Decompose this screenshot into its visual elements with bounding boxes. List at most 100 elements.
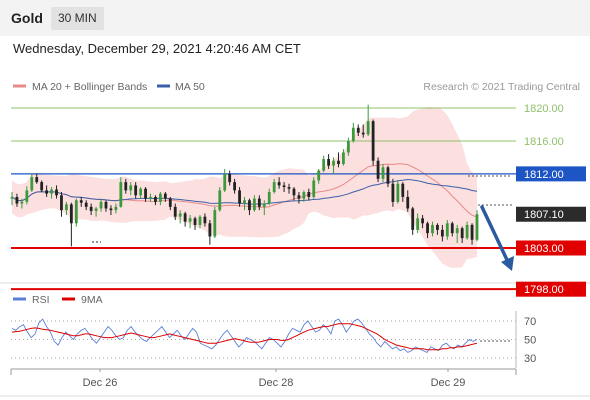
candle-body (198, 216, 202, 225)
level-tag-5 (516, 281, 586, 297)
level-label-3: 1807.10 (524, 209, 564, 221)
candle-body (15, 196, 19, 204)
candle-body (203, 216, 207, 224)
candle-body (65, 204, 68, 211)
candle-body (193, 218, 197, 225)
candle-body (178, 213, 182, 217)
candle-body (20, 201, 24, 204)
instrument-name: Gold (11, 10, 43, 26)
candle-body (168, 198, 172, 207)
candle-body (40, 182, 44, 191)
price-legend: MA 20 + Bollinger Bands MA 50 (13, 81, 205, 93)
candle-body (10, 196, 14, 199)
candle-body (25, 190, 29, 202)
candle-body (391, 183, 395, 202)
candle-body (371, 121, 375, 161)
candle-body (406, 196, 410, 209)
candle-body (134, 185, 138, 196)
rsi-legend-label: RSI (32, 294, 50, 306)
candle-body (327, 159, 330, 166)
candle-body (307, 191, 311, 197)
candle-body (35, 177, 39, 183)
candle-body (243, 200, 246, 204)
rsi-ma-line (11, 323, 478, 351)
candle-body (129, 185, 133, 191)
candle-body (99, 201, 103, 209)
level-tag-2 (516, 166, 586, 182)
candle-body (282, 185, 286, 188)
rsi-tick-2: 30 (524, 353, 536, 365)
candle-body (104, 201, 108, 209)
candle-body (287, 187, 291, 189)
candle-body (228, 173, 232, 183)
candle-body (267, 191, 271, 204)
candle-body (223, 173, 227, 191)
candle-body (292, 188, 296, 196)
candle-body (411, 208, 415, 230)
candle-body (94, 208, 98, 211)
candle-body (139, 188, 143, 196)
candle-body (450, 223, 454, 234)
candle-body (30, 177, 34, 191)
candle-body (252, 198, 256, 211)
candle-body (213, 210, 217, 237)
candle-body (154, 196, 157, 202)
level-label-4: 1803.00 (524, 243, 564, 255)
candle-body (361, 132, 365, 135)
ma20-legend-label: MA 20 + Bollinger Bands (32, 81, 147, 93)
candle-body (465, 224, 469, 239)
level-tag-3 (516, 206, 586, 222)
candle-body (426, 223, 429, 234)
candle-body (396, 183, 400, 202)
candle-body (366, 121, 370, 135)
candle-body (238, 190, 241, 204)
candle-body (84, 202, 88, 207)
candle-body (79, 200, 83, 203)
candle-body (173, 206, 177, 217)
candle-body (346, 140, 350, 153)
candle-body (322, 159, 326, 171)
candle-body (163, 193, 167, 199)
candle-body (277, 182, 281, 186)
rsi-tick-0: 70 (524, 316, 536, 328)
level-tag-4 (516, 240, 586, 256)
candle-body (455, 228, 459, 234)
candle-body (297, 195, 301, 199)
candle-body (262, 203, 266, 207)
candles-layer (10, 104, 479, 247)
candle-body (144, 188, 147, 199)
candle-body (248, 200, 251, 211)
candle-body (60, 195, 63, 211)
rsi-tick-1: 50 (524, 335, 536, 347)
candle-body (50, 189, 53, 194)
level-label-5: 1798.00 (524, 284, 564, 296)
level-label-1: 1816.00 (524, 136, 564, 148)
rsi-grid: 70 50 30 (11, 316, 536, 365)
candle-body (376, 160, 380, 179)
levels-layer: 1820.00 1816.00 1812.00 1807.10 1803.00 1798.… (11, 103, 586, 297)
candle-body (460, 228, 464, 239)
candle-body (312, 180, 316, 197)
candle-body (356, 127, 360, 133)
candle-body (440, 229, 444, 237)
candle-body (233, 182, 237, 191)
candle-body (386, 167, 390, 184)
candle-body (342, 152, 345, 164)
x-tick-dec28: Dec 28 (259, 377, 294, 389)
ma50-legend-label: MA 50 (175, 81, 205, 93)
candle-body (401, 183, 405, 197)
candle-body (89, 206, 93, 211)
bollinger-band (12, 106, 477, 268)
candle-body (337, 160, 340, 164)
timeframe-button[interactable]: 30 MIN (51, 7, 104, 30)
title-bar: Gold 30 MIN (0, 0, 590, 36)
candle-body (149, 196, 152, 199)
candle-body (381, 167, 385, 179)
candle-body (109, 208, 113, 211)
level-label-2: 1812.00 (524, 169, 564, 181)
candle-body (445, 223, 449, 237)
copyright-text: Research © 2021 Trading Central (423, 81, 580, 93)
candle-body (272, 182, 276, 192)
candle-body (45, 190, 49, 194)
